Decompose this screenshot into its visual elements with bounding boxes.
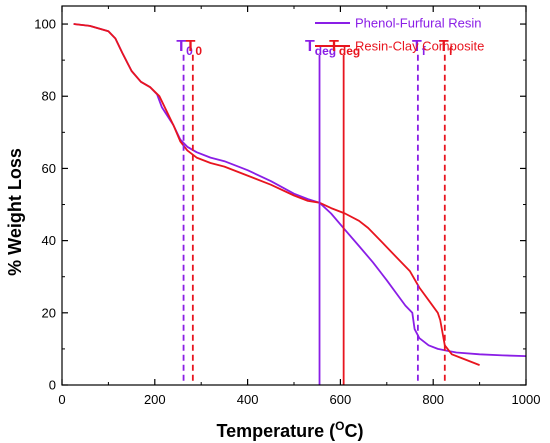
x-axis-title-text: Temperature ( bbox=[216, 421, 335, 441]
axes: 0 200 400 600 800 1000 0 20 40 60 80 100 bbox=[34, 5, 541, 407]
x-tick-label: 800 bbox=[422, 392, 444, 407]
y-tick-label: 40 bbox=[42, 233, 56, 248]
x-tick-label: 200 bbox=[144, 392, 166, 407]
temperature-markers: T0T0TdegTdegTfTf bbox=[176, 38, 454, 385]
y-tick-label: 60 bbox=[42, 161, 56, 176]
marker-label-0: T0 bbox=[176, 38, 193, 58]
series-line-resin-clay-composite bbox=[73, 23, 480, 366]
legend: Phenol-Furfural Resin Resin-Clay Composi… bbox=[315, 16, 484, 54]
marker-label-2: Tdeg bbox=[305, 38, 336, 58]
y-tick-label: 80 bbox=[42, 89, 56, 104]
x-axis-title-unit: C) bbox=[345, 421, 364, 441]
marker-label-5: Tf bbox=[439, 38, 454, 58]
plot-area bbox=[73, 23, 527, 366]
marker-label-1: T0 bbox=[186, 38, 203, 58]
x-axis-title: Temperature (OC) bbox=[216, 419, 363, 441]
x-axis-title-superscript: O bbox=[335, 419, 344, 433]
x-tick-label: 0 bbox=[58, 392, 65, 407]
y-tick-label: 100 bbox=[34, 17, 56, 32]
legend-label-resin-clay-composite: Resin-Clay Composite bbox=[355, 39, 484, 54]
series-line-phenol-furfural-resin bbox=[73, 23, 527, 357]
y-tick-label: 20 bbox=[42, 305, 56, 320]
x-tick-label: 400 bbox=[237, 392, 259, 407]
x-tick-label: 600 bbox=[330, 392, 352, 407]
y-axis-title: % Weight Loss bbox=[5, 148, 25, 276]
y-tick-label: 0 bbox=[49, 378, 56, 393]
marker-label-4: Tf bbox=[412, 38, 427, 58]
legend-label-phenol-furfural-resin: Phenol-Furfural Resin bbox=[355, 16, 481, 31]
x-tick-label: 1000 bbox=[512, 392, 541, 407]
